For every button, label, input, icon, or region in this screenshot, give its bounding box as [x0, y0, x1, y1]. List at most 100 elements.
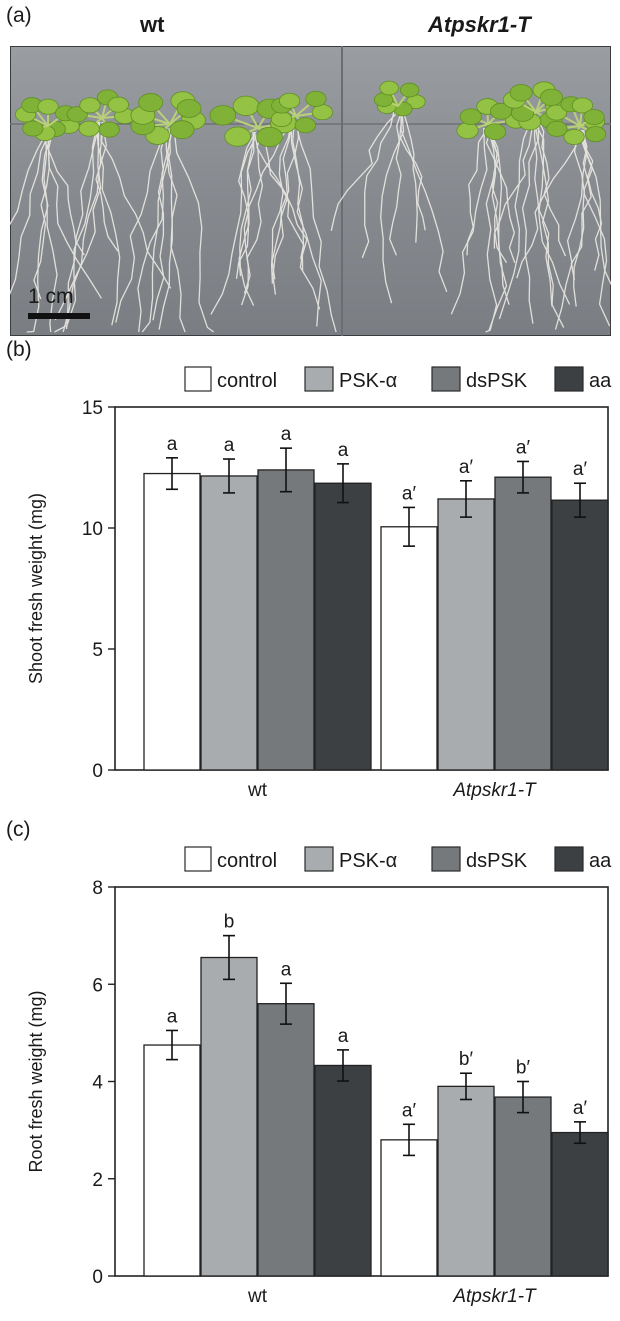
bar-wt-0: [143, 1044, 201, 1277]
root-strand: [573, 129, 611, 327]
bar-mutant-1: [437, 498, 495, 771]
root-strand: [292, 119, 321, 310]
photo-genotype-label-mutant: Atpskr1-T: [428, 12, 531, 37]
root-strand: [239, 131, 255, 306]
root-strand: [290, 119, 322, 327]
y-tick-label: 0: [92, 1267, 103, 1288]
bar-wt-2: [257, 1003, 315, 1277]
leaf: [399, 82, 420, 98]
panel-a-letter: (a): [6, 4, 32, 27]
leaf: [270, 111, 293, 128]
root-strand: [167, 127, 186, 333]
significance-letter: a: [281, 959, 292, 980]
leaf: [571, 97, 594, 114]
root-strand: [533, 115, 554, 307]
root-strand: [330, 109, 400, 231]
root-strand: [493, 115, 536, 249]
legend-swatch-3: [554, 846, 584, 872]
x-category-label-0: wt: [247, 1286, 268, 1307]
leaf: [583, 109, 605, 126]
x-category-label-1: Atpskr1-T: [452, 1286, 537, 1307]
leaf: [540, 88, 564, 107]
legend-swatch-3: [554, 366, 584, 392]
root-strand: [10, 129, 49, 226]
leaves: [14, 80, 607, 148]
leaf: [107, 96, 129, 113]
significance-letter: a′: [573, 1098, 588, 1119]
y-tick-label: 10: [82, 519, 103, 540]
legend-swatch-1: [304, 846, 334, 872]
seedling: [270, 90, 333, 134]
root-strand: [583, 129, 611, 286]
seedling: [130, 91, 206, 145]
leaf: [169, 120, 195, 140]
root-strand: [62, 121, 107, 333]
leaf: [209, 105, 237, 126]
root-strand: [270, 119, 293, 284]
root-strand: [54, 122, 102, 321]
seedling-photo: 1 cm: [10, 46, 611, 336]
root-strand: [294, 119, 337, 333]
leaf: [256, 126, 283, 148]
root-strand: [521, 115, 540, 324]
significance-letter: a: [167, 434, 178, 455]
seedling: [14, 97, 80, 142]
leaf: [584, 126, 607, 143]
root-strand: [361, 109, 395, 259]
legend-label-2: dsPSK: [466, 370, 528, 392]
significance-letter: a′: [402, 1100, 417, 1121]
bar-wt-3: [314, 1064, 372, 1277]
root-strand: [498, 115, 534, 320]
root-strand: [152, 127, 168, 321]
root-strand: [516, 129, 580, 279]
legend-swatch-0: [184, 846, 212, 872]
significance-letter: b: [224, 912, 235, 933]
root-strand: [530, 115, 565, 328]
significance-letter: b′: [459, 1049, 474, 1070]
roots: [10, 109, 611, 333]
leaf: [232, 95, 260, 116]
y-axis-label: Root fresh weight (mg): [26, 990, 46, 1172]
root-strand: [65, 121, 101, 330]
root-strand: [400, 110, 448, 293]
significance-letter: a: [224, 435, 235, 456]
seedling: [373, 80, 426, 117]
root-strand: [487, 127, 510, 305]
significance-letter: a: [338, 440, 349, 461]
x-category-label-0: wt: [247, 780, 268, 801]
leaf: [278, 92, 301, 109]
bar-wt-2: [257, 469, 315, 771]
leaf: [545, 104, 568, 121]
root-strand: [271, 119, 300, 280]
bar-wt-0: [143, 472, 201, 771]
bar-mutant-3: [551, 499, 609, 771]
bar-mutant-1: [437, 1085, 495, 1277]
root-strand: [256, 131, 308, 271]
root-strand: [54, 121, 99, 333]
leaf: [483, 123, 507, 141]
leaf: [546, 120, 568, 137]
root-strand: [95, 121, 119, 252]
plate-frame: [10, 46, 611, 336]
root-strand: [450, 127, 488, 315]
leaf: [305, 90, 327, 107]
leaf: [379, 80, 399, 96]
legend-label-0: control: [217, 850, 277, 872]
legend-label-2: dsPSK: [466, 850, 528, 872]
leaf: [98, 121, 120, 138]
root-strand: [466, 127, 489, 256]
root-strand: [485, 127, 516, 264]
root-strand: [141, 127, 171, 333]
leaf: [563, 128, 585, 145]
y-tick-label: 15: [82, 398, 103, 419]
legend-label-3: aa: [589, 850, 612, 872]
x-category-label-1: Atpskr1-T: [452, 780, 537, 801]
legend-swatch-1: [304, 366, 334, 392]
y-axis-label: Shoot fresh weight (mg): [26, 493, 46, 684]
root-strand: [10, 129, 52, 296]
bar-mutant-0: [380, 526, 438, 771]
leaf: [224, 126, 251, 147]
root-strand: [235, 131, 257, 279]
significance-letter: a: [167, 1006, 178, 1027]
